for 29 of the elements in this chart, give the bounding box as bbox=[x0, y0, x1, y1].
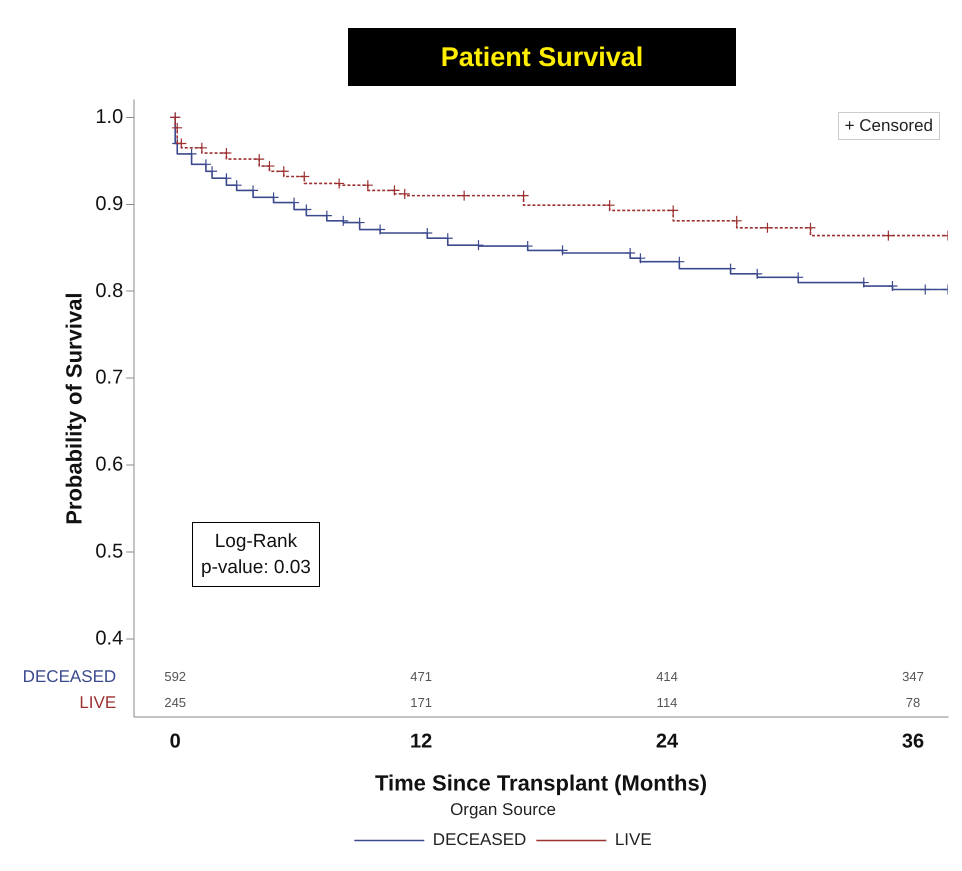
annotation: 414 bbox=[656, 668, 678, 684]
y-tick-label: 0.8 bbox=[95, 280, 124, 302]
annotation: 245 bbox=[164, 694, 186, 710]
annotation: 114 bbox=[656, 694, 678, 710]
annotation: 78 bbox=[906, 694, 920, 710]
y-tick-label: 0.5 bbox=[95, 540, 124, 563]
y-tick-label: 0.6 bbox=[95, 454, 124, 476]
annotation: + Censored bbox=[838, 112, 940, 140]
chart-title: Patient Survival bbox=[348, 28, 736, 86]
x-tick-label: 12 bbox=[410, 730, 432, 753]
annotation: 171 bbox=[410, 694, 432, 710]
y-tick-label: 0.9 bbox=[95, 192, 124, 215]
y-tick-label: 0.4 bbox=[95, 627, 124, 650]
legend-title: Organ Source bbox=[450, 800, 556, 819]
x-tick-label: 36 bbox=[902, 730, 924, 753]
legend-label: LIVE bbox=[614, 830, 652, 850]
y-tick-label: 1.0 bbox=[95, 106, 124, 128]
annotation: 592 bbox=[164, 668, 186, 684]
y-axis-title: Probability of Survival bbox=[61, 292, 86, 525]
legend-label: DECEASED bbox=[432, 830, 526, 850]
annotation: 347 bbox=[902, 668, 924, 684]
annotation: 471 bbox=[410, 668, 432, 684]
y-tick-label: 0.7 bbox=[95, 366, 124, 389]
x-tick-label: 0 bbox=[170, 730, 181, 753]
x-axis-title: Time Since Transplant (Months) bbox=[374, 770, 708, 796]
annotation: Log-Rank p-value: 0.03 bbox=[192, 522, 320, 588]
x-tick-label: 24 bbox=[656, 730, 680, 753]
text: DECEASED bbox=[22, 666, 116, 686]
text: LIVE bbox=[79, 692, 116, 712]
